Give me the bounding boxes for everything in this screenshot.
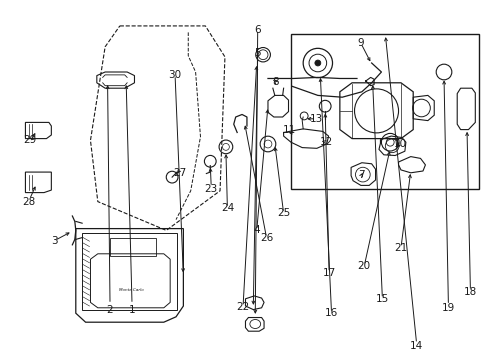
Text: 17: 17 — [322, 267, 335, 278]
Text: 4: 4 — [253, 225, 260, 235]
Text: 30: 30 — [168, 70, 181, 80]
Text: 23: 23 — [204, 184, 218, 194]
Text: 8: 8 — [272, 77, 279, 87]
Text: 6: 6 — [254, 24, 261, 35]
Text: 9: 9 — [357, 38, 364, 48]
Text: 2: 2 — [106, 305, 113, 315]
Text: 10: 10 — [393, 139, 406, 149]
Text: 12: 12 — [319, 137, 332, 147]
Text: 25: 25 — [276, 208, 290, 218]
Text: 7: 7 — [358, 170, 365, 180]
Bar — [110, 238, 156, 256]
Text: 16: 16 — [324, 308, 338, 318]
Circle shape — [314, 60, 320, 66]
Text: 3: 3 — [51, 236, 58, 246]
Text: 29: 29 — [23, 135, 37, 145]
Text: 14: 14 — [409, 341, 423, 351]
Text: 27: 27 — [172, 168, 186, 178]
Text: 20: 20 — [357, 261, 370, 271]
Text: 18: 18 — [463, 287, 476, 297]
Text: 5: 5 — [254, 48, 261, 58]
Text: 19: 19 — [441, 303, 454, 313]
Text: 21: 21 — [393, 243, 407, 253]
Text: 26: 26 — [259, 233, 273, 243]
Text: 15: 15 — [375, 294, 388, 304]
Text: 13: 13 — [309, 114, 323, 124]
Text: 28: 28 — [22, 197, 36, 207]
Bar — [290, 34, 478, 189]
Text: Monte Carlo: Monte Carlo — [119, 288, 143, 292]
Text: 1: 1 — [128, 305, 135, 315]
Text: 11: 11 — [282, 125, 296, 135]
Text: 22: 22 — [236, 302, 249, 312]
Text: 24: 24 — [220, 203, 234, 213]
